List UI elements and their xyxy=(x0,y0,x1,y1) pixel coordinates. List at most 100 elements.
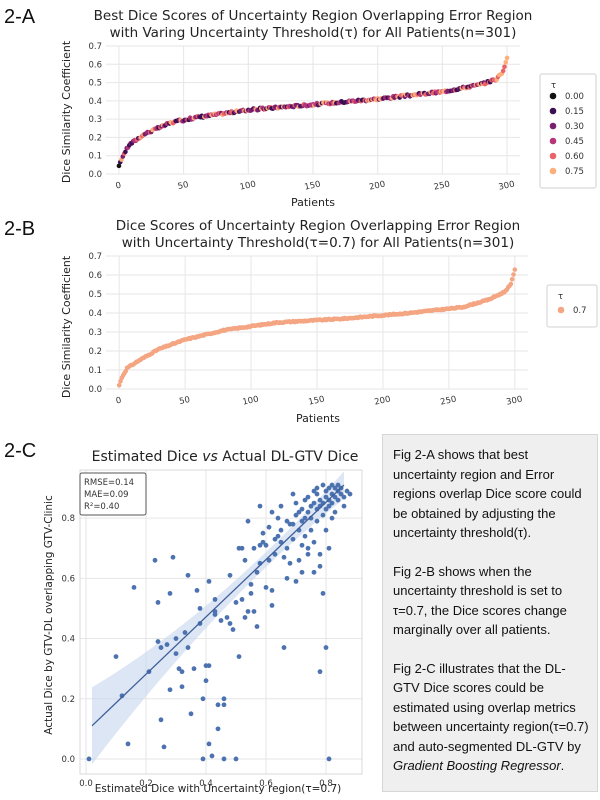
chart-c-point xyxy=(326,485,332,491)
chart-c-point xyxy=(266,524,272,530)
chart-c-point xyxy=(308,503,314,509)
chart-c-point xyxy=(239,597,245,602)
chart-c-point xyxy=(218,618,224,623)
chart-a: Best Dice Scores of Uncertainty Region O… xyxy=(60,8,597,209)
chart-c-point xyxy=(269,587,275,593)
chart-c-point xyxy=(203,678,209,684)
chart-c-title-prefix: Estimated Dice xyxy=(92,449,203,465)
chart-c-point xyxy=(347,491,353,497)
chart-c-point xyxy=(311,539,317,545)
chart-c-point xyxy=(323,488,329,494)
chart-a-point xyxy=(502,64,507,70)
chart-a-xtick: 300 xyxy=(498,179,516,192)
chart-b-xtick: 250 xyxy=(439,394,457,407)
chart-c-point xyxy=(278,503,284,509)
chart-c-point xyxy=(179,684,185,690)
chart-c-point xyxy=(332,494,338,500)
chart-b-points xyxy=(116,267,518,388)
chart-b-title-line1: Dice Scores of Uncertainty Region Overla… xyxy=(116,218,521,234)
panel-label-a: 2-A xyxy=(4,6,36,28)
chart-c-point xyxy=(248,591,254,596)
chart-c-point xyxy=(209,753,215,759)
chart-c-point xyxy=(308,527,314,533)
chart-b-xtick: 300 xyxy=(505,394,523,407)
chart-c-point xyxy=(245,609,251,614)
chart-a-legend-marker xyxy=(549,137,557,145)
chart-c-point xyxy=(125,741,131,747)
chart-c-point xyxy=(254,624,260,629)
chart-b-ticks: 0.0 0.1 0.2 0.3 0.4 0.5 0.6 0.7 0 50 100 150 200 250 3… xyxy=(88,252,523,408)
chart-c-point xyxy=(206,741,212,747)
chart-c-point xyxy=(224,615,230,620)
chart-a-point xyxy=(503,59,509,65)
chart-c-point xyxy=(293,512,299,518)
chart-c-point xyxy=(236,654,242,660)
chart-b-ylabel: Dice Similarity Coefficient xyxy=(60,255,73,398)
chart-c-point xyxy=(185,645,191,650)
chart-b-ytick: 0.7 xyxy=(88,252,102,262)
chart-c-point xyxy=(221,702,227,708)
description-2a: Fig 2-A shows that best uncertainty regi… xyxy=(393,447,582,540)
chart-c-point xyxy=(173,651,179,657)
chart-b-ytick: 0.6 xyxy=(88,271,102,281)
chart-c-stat-rmse: RMSE=0.14 xyxy=(84,478,134,488)
chart-b-xlabel: Patients xyxy=(296,412,340,425)
chart-c-point xyxy=(335,497,341,503)
chart-c-point xyxy=(212,612,218,617)
chart-c-fit-line xyxy=(91,484,345,727)
chart-c-point xyxy=(314,518,320,524)
chart-b-legend-title: τ xyxy=(558,292,563,302)
chart-c-point xyxy=(317,551,323,557)
chart-c-title: Estimated Dice vs Actual DL-GTV Dice xyxy=(92,449,359,465)
chart-c-point xyxy=(314,491,320,497)
chart-c-point xyxy=(290,491,296,497)
chart-a-ytick: 0.6 xyxy=(88,60,102,70)
chart-c-point xyxy=(200,756,206,762)
chart-b: Dice Scores of Uncertainty Region Overla… xyxy=(60,218,598,425)
chart-b-point xyxy=(116,382,122,388)
chart-c-stat-mae: MAE=0.09 xyxy=(84,490,129,500)
chart-c-point xyxy=(194,587,200,593)
chart-c-point xyxy=(278,527,284,533)
chart-b-point xyxy=(509,276,515,282)
chart-c-point xyxy=(179,669,185,675)
chart-a-xtick: 0 xyxy=(115,181,122,192)
chart-b-ytick: 0.2 xyxy=(88,347,102,357)
chart-c-point xyxy=(317,669,323,675)
chart-c-frame xyxy=(79,469,363,775)
chart-c-point xyxy=(338,491,344,497)
chart-a-legend-label: 0.45 xyxy=(565,137,584,147)
chart-a-xtick: 100 xyxy=(239,179,257,192)
chart-c-point xyxy=(323,506,329,512)
chart-c-point xyxy=(284,545,290,551)
chart-c-ylabel: Actual Dice by GTV-DL overlapping GTV-Cl… xyxy=(43,495,55,735)
chart-a-legend-label: 0.75 xyxy=(565,167,584,177)
chart-c-point xyxy=(320,512,326,518)
panel-label-b: 2-B xyxy=(4,218,36,240)
description-2c-main: Fig 2-C illustrates that the DL-GTV Dice… xyxy=(393,660,589,754)
chart-c-point xyxy=(302,497,308,503)
chart-c-point xyxy=(305,509,311,515)
chart-c-point xyxy=(344,488,350,494)
chart-c-point xyxy=(311,488,317,494)
chart-c-point xyxy=(311,500,317,506)
chart-c-point xyxy=(260,539,266,545)
chart-c-point xyxy=(299,506,305,512)
chart-c-point xyxy=(284,518,290,524)
chart-c-point xyxy=(341,494,347,500)
chart-b-xtick: 0 xyxy=(115,396,122,407)
chart-c-point xyxy=(131,584,137,590)
chart-c-point xyxy=(257,542,263,548)
chart-c-point xyxy=(242,615,248,620)
chart-c-point xyxy=(329,482,335,488)
chart-c-point xyxy=(119,693,125,699)
chart-c-point xyxy=(323,645,329,650)
chart-b-ytick: 0.4 xyxy=(88,309,102,319)
chart-c-point xyxy=(233,756,239,762)
chart-a-legend-label: 0.30 xyxy=(565,122,584,132)
chart-c-point xyxy=(242,557,248,563)
chart-c-point xyxy=(182,630,188,635)
chart-a-ytick: 0.0 xyxy=(88,170,102,180)
chart-c-points xyxy=(86,482,353,762)
chart-a-legend-marker xyxy=(549,107,557,115)
